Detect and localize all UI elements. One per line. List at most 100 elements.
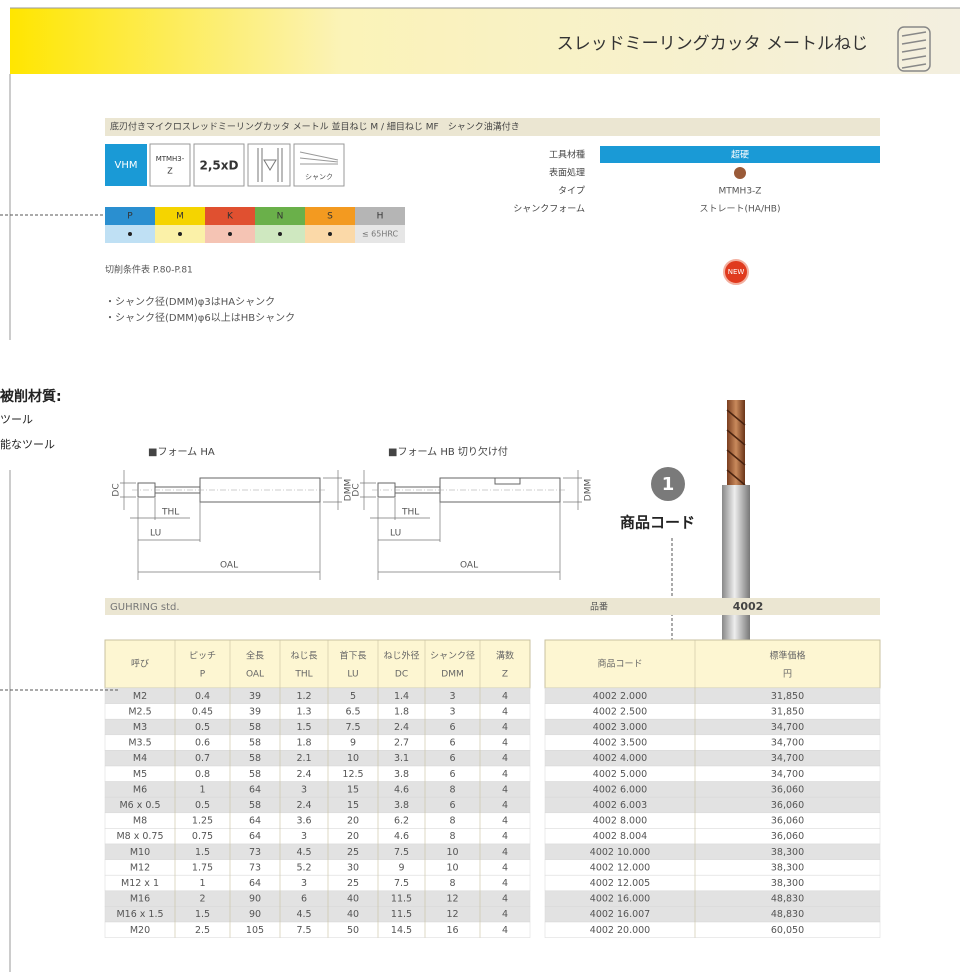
material-label: M — [176, 212, 184, 222]
table-cell: 8 — [449, 816, 455, 827]
cutting-conditions: 切削条件表 P.80-P.81 — [105, 264, 193, 276]
table-cell: 12.5 — [342, 769, 363, 780]
table-cell: 9 — [350, 738, 356, 749]
table-cell: 6 — [449, 738, 455, 749]
table-cell: 34,700 — [771, 769, 804, 780]
table-cell: 58 — [249, 722, 261, 733]
table-cell: 8 — [449, 784, 455, 795]
row-bg — [104, 828, 531, 845]
table-cell: M5 — [133, 769, 147, 780]
dim-label: THL — [161, 508, 179, 518]
table-cell: 4002 2.500 — [593, 706, 647, 717]
badge-text: VHM — [115, 160, 138, 171]
table-cell: 31,850 — [771, 691, 804, 702]
table-cell: 3.1 — [394, 753, 409, 764]
table-cell: 0.7 — [195, 753, 210, 764]
dim-label: OAL — [220, 561, 238, 571]
table-header-bg — [544, 639, 881, 689]
table-header: THL — [294, 670, 312, 680]
table-cell: M16 x 1.5 — [116, 909, 163, 920]
table-cell: 1.5 — [195, 847, 210, 858]
table-cell: M6 — [133, 784, 147, 795]
table-header: P — [200, 670, 206, 680]
series-key: 品番 — [590, 601, 608, 613]
dimension — [563, 470, 582, 510]
table-cell: 39 — [249, 691, 261, 702]
spec-label: シャンクフォーム — [513, 204, 585, 215]
dimension — [130, 494, 321, 580]
new-badge-text: NEW — [728, 268, 745, 276]
table-cell: 0.45 — [192, 706, 213, 717]
table-cell: M3 — [133, 722, 147, 733]
table-cell: 1.8 — [296, 738, 311, 749]
row-bg — [104, 874, 531, 892]
table-cell: 4 — [502, 706, 508, 717]
table-header: 呼び — [131, 659, 149, 670]
table-cell: 0.8 — [195, 769, 210, 780]
callout-number: 1 — [662, 474, 675, 495]
material-dot — [228, 232, 232, 236]
table-cell: 12 — [446, 894, 458, 905]
table-cell: 1.2 — [296, 691, 311, 702]
series-value: 4002 — [733, 600, 764, 613]
row-bg — [104, 718, 531, 736]
table-cell: 4002 12.005 — [590, 878, 650, 889]
table-cell: 3.8 — [394, 800, 409, 811]
table-cell: M8 — [133, 816, 147, 827]
row-bg — [104, 765, 531, 782]
table-cell: 3.6 — [296, 816, 311, 827]
side-text: 能なツール — [0, 437, 55, 451]
material-label: N — [277, 212, 284, 222]
table-cell: M16 — [130, 894, 150, 905]
callout-label: 商品コード — [620, 514, 695, 532]
series-bar — [105, 598, 880, 615]
material-limit: ≤ 65HRC — [362, 230, 399, 239]
table-cell: 4.6 — [394, 784, 409, 795]
table-cell: 20 — [347, 831, 359, 842]
dim-label: OAL — [460, 561, 478, 571]
badge-text: 2,5xD — [200, 159, 239, 173]
row-bg — [104, 687, 531, 704]
table-cell: 39 — [249, 706, 261, 717]
material-cell — [355, 207, 405, 225]
table-cell: 0.75 — [192, 831, 213, 842]
row-bg — [104, 750, 531, 767]
table-header: 円 — [783, 669, 792, 680]
row-bg — [104, 859, 531, 876]
table-cell: 4002 16.000 — [590, 894, 650, 905]
table-header: ねじ長 — [290, 651, 317, 662]
spec-bar — [600, 146, 880, 163]
table-cell: 58 — [249, 753, 261, 764]
dimension — [323, 470, 342, 510]
table-cell: 64 — [249, 816, 261, 827]
table-cell: 15 — [347, 784, 359, 795]
badge-text: Z — [167, 167, 173, 176]
table-cell: 4002 5.000 — [593, 769, 647, 780]
dim-label: DMM — [584, 479, 594, 501]
table-cell: 38,300 — [771, 847, 804, 858]
table-cell: 0.4 — [195, 691, 210, 702]
table-cell: 11.5 — [391, 909, 412, 920]
table-cell: 73 — [249, 862, 261, 873]
material-cell — [305, 207, 355, 225]
badge-shank — [293, 143, 345, 187]
table-cell: 4002 2.000 — [593, 691, 647, 702]
table-cell: 4 — [502, 831, 508, 842]
table-cell: 2.5 — [195, 925, 210, 936]
table-cell: 25 — [347, 847, 359, 858]
material-cell — [105, 207, 155, 225]
dimension — [370, 494, 561, 580]
shank-flat — [494, 477, 521, 485]
spec-value: 超硬 — [731, 149, 749, 161]
table-cell: 8 — [449, 831, 455, 842]
material-dot — [178, 232, 182, 236]
dim-label: LU — [150, 529, 161, 539]
table-cell: 58 — [249, 769, 261, 780]
table-cell: 4002 10.000 — [590, 847, 650, 858]
table-cell: M3.5 — [128, 738, 151, 749]
table-cell: M8 x 0.75 — [116, 831, 163, 842]
table-cell: 4 — [502, 878, 508, 889]
table-cell: 4002 3.500 — [593, 738, 647, 749]
dim-label: DC — [112, 483, 122, 496]
table-cell: 1 — [199, 878, 205, 889]
